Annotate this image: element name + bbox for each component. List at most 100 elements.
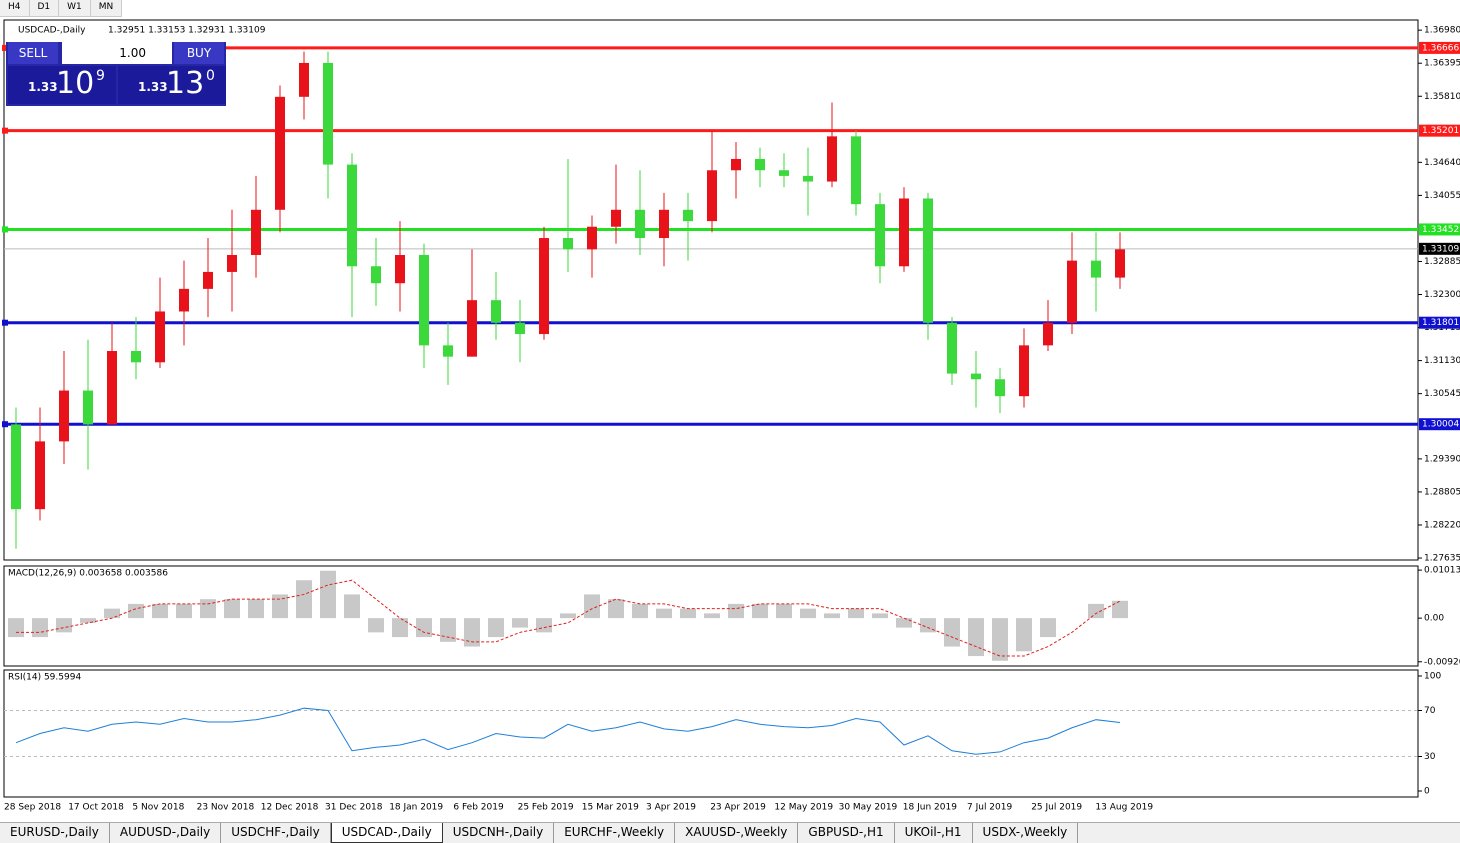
level-box [1419, 316, 1460, 329]
candle-body [1019, 345, 1029, 397]
candle-body [803, 175, 813, 182]
level-label: 1.33452 [1422, 225, 1459, 235]
candle-body [515, 322, 525, 335]
sell-button[interactable]: SELL [8, 42, 58, 64]
y-tick-label: 1.36980 [1424, 26, 1460, 36]
macd-bar [920, 618, 936, 633]
y-tick-label: 1.32885 [1424, 257, 1460, 267]
timeframe-button[interactable]: D1 [30, 0, 60, 16]
candle-body [83, 390, 93, 425]
x-tick-label: 25 Feb 2019 [518, 803, 574, 813]
y-tick-label: 1.36395 [1424, 59, 1460, 69]
candle-body [659, 209, 669, 239]
x-tick-label: 3 Apr 2019 [646, 803, 696, 813]
tab[interactable]: UKOil-,H1 [895, 823, 973, 843]
x-tick-label: 15 Mar 2019 [582, 803, 639, 813]
candle-body [419, 254, 429, 346]
macd-bar [680, 608, 696, 619]
tab[interactable]: XAUUSD-,Weekly [675, 823, 799, 843]
tab[interactable]: USDCAD-,Daily [330, 823, 443, 843]
y-tick-label: 1.35810 [1424, 92, 1460, 102]
buy-button[interactable]: BUY [174, 42, 224, 64]
candle-body [1067, 260, 1077, 323]
y-tick-label: 0.00 [1424, 614, 1444, 624]
candle-body [683, 209, 693, 222]
macd-bar [56, 618, 72, 633]
x-tick-label: 13 Aug 2019 [1095, 803, 1153, 813]
x-tick-label: 7 Jul 2019 [967, 803, 1012, 813]
macd-bar [416, 618, 432, 638]
lot-input[interactable]: 1.00 [62, 42, 172, 64]
candle-body [467, 300, 477, 357]
tab[interactable]: GBPUSD-,H1 [798, 823, 895, 843]
tab[interactable]: USDCHF-,Daily [221, 823, 331, 843]
candle-body [731, 158, 741, 171]
current-price-box [1419, 242, 1460, 255]
x-tick-label: 30 May 2019 [839, 803, 898, 813]
candle-body [299, 62, 309, 97]
tab[interactable]: USDX-,Weekly [973, 823, 1079, 843]
candle-body [227, 254, 237, 272]
tab[interactable]: USDCNH-,Daily [443, 823, 555, 843]
panel-frame [3, 669, 1419, 798]
macd-bar [1016, 618, 1032, 652]
chart: USDCAD-,Daily 1.32951 1.33153 1.32931 1.3… [2, 19, 1460, 813]
price-mid: 13 [166, 66, 205, 101]
macd-bar [776, 603, 792, 619]
timeframe-button[interactable]: MN [91, 0, 123, 16]
tab[interactable]: AUDUSD-,Daily [110, 823, 222, 843]
macd-bar [200, 599, 216, 619]
x-tick-label: 23 Apr 2019 [710, 803, 766, 813]
y-tick-label: 1.27635 [1424, 554, 1460, 564]
candle-body [563, 238, 573, 250]
candle-body [323, 62, 333, 165]
macd-bar [872, 613, 888, 619]
y-tick-label: 1.29390 [1424, 454, 1460, 464]
tab[interactable]: EURUSD-,Daily [0, 823, 110, 843]
macd-bar [704, 613, 720, 619]
macd-bar [296, 580, 312, 619]
candle-body [179, 288, 189, 312]
candle-body [875, 204, 885, 267]
macd-bar [320, 570, 336, 619]
price-big: 1.33 [28, 80, 58, 94]
level-label: 1.35201 [1422, 126, 1459, 136]
candle-body [491, 300, 501, 323]
macd-bar [392, 618, 408, 638]
macd-bar [656, 608, 672, 619]
x-tick-label: 5 Nov 2018 [132, 803, 184, 813]
lot-value: 1.00 [119, 46, 146, 60]
y-tick-label: 1.28220 [1424, 520, 1460, 530]
y-tick-label: 30 [1424, 752, 1436, 762]
y-tick-label: 1.31130 [1424, 356, 1460, 366]
timeframe-bar: H4 D1 W1 MN [0, 0, 123, 17]
candle-body [155, 311, 165, 363]
panel-frame [3, 19, 1419, 561]
y-tick-label: -0.009207 [1424, 657, 1460, 667]
level-box [1419, 418, 1460, 431]
y-tick-label: 1.34055 [1424, 191, 1460, 201]
timeframe-button[interactable]: H4 [0, 0, 30, 16]
candle-body [851, 136, 861, 205]
candle-body [899, 198, 909, 267]
macd-bar [536, 618, 552, 633]
tab[interactable]: EURCHF-,Weekly [554, 823, 676, 843]
level-handle [2, 44, 8, 51]
candle-body [707, 170, 717, 222]
candle-body [251, 209, 261, 255]
current-price-label: 1.33109 [1422, 244, 1459, 254]
timeframe-button[interactable]: W1 [59, 0, 91, 16]
candle-body [347, 164, 357, 267]
candle-body [995, 379, 1005, 397]
candle-body [635, 209, 645, 239]
y-tick-label: 1.28805 [1424, 487, 1460, 497]
candle-body [971, 373, 981, 380]
y-tick-label: 1.30545 [1424, 389, 1460, 399]
x-tick-label: 18 Jan 2019 [389, 803, 443, 813]
y-tick-label: 1.34640 [1424, 158, 1460, 168]
candle-body [779, 170, 789, 176]
candle-body [755, 158, 765, 171]
level-label: 1.36666 [1422, 43, 1459, 53]
macd-bar [224, 599, 240, 619]
